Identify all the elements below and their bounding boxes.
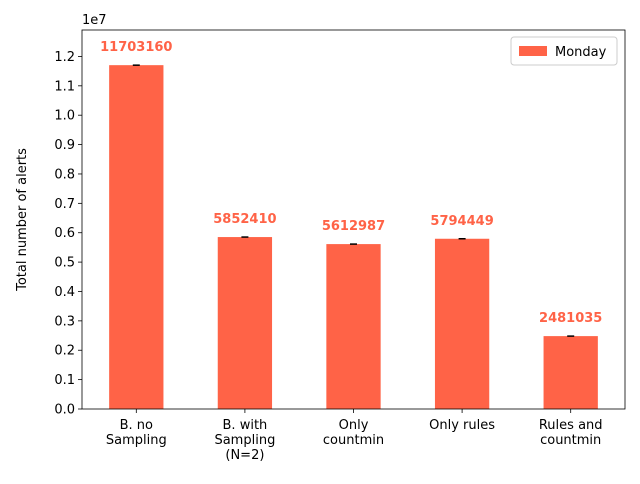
x-tick-label-2: Only countmin	[323, 418, 384, 448]
y-tick-label-4: 0.4	[54, 285, 75, 300]
bars-layer	[109, 65, 598, 410]
y-tick-label-11: 1.1	[54, 79, 75, 94]
x-tick-label-line: Sampling	[106, 433, 167, 448]
y-axis-ticks: 0.0 0.1 0.2 0.3 0.4 0.5 0.6 0.7 0.8 0.9 1.0 1.1 1.2	[54, 50, 82, 418]
x-tick-label-0: B. no Sampling	[106, 418, 167, 448]
x-tick-label-line: Rules and	[539, 418, 603, 433]
x-tick-label-line: Sampling	[214, 433, 275, 448]
y-tick-label-7: 0.7	[54, 197, 75, 212]
y-tick-label-0: 0.0	[54, 403, 75, 418]
x-tick-label-line: B. with	[223, 418, 268, 433]
data-label-0: 11703160	[100, 40, 172, 55]
legend: Monday	[510, 36, 618, 66]
x-tick-label-line: (N=2)	[225, 448, 264, 463]
data-label-2: 5612987	[322, 219, 385, 234]
x-tick-label-4: Rules and countmin	[539, 418, 603, 448]
y-tick-label-10: 1.0	[54, 109, 75, 124]
x-tick-label-line: B. no	[120, 418, 153, 433]
y-tick-label-6: 0.6	[54, 226, 75, 241]
data-label-4: 2481035	[539, 311, 602, 326]
data-label-3: 5794449	[430, 214, 493, 229]
x-tick-label-line: Only	[339, 418, 369, 433]
y-tick-label-9: 0.9	[54, 138, 75, 153]
bar-1	[217, 237, 273, 409]
legend-box	[510, 36, 618, 66]
y-tick-label-12: 1.2	[54, 50, 75, 65]
data-labels-layer: 11703160 5852410 5612987 5794449 2481035	[100, 40, 602, 326]
legend-label: Monday	[555, 45, 607, 60]
y-axis-label: Total number of alerts	[15, 148, 30, 292]
y-tick-label-8: 0.8	[54, 167, 75, 182]
x-tick-label-line: countmin	[540, 433, 601, 448]
x-tick-label-line: Only rules	[429, 418, 495, 433]
bar-4	[543, 336, 598, 409]
legend-swatch	[519, 46, 547, 56]
bar-3	[434, 238, 490, 409]
y-axis-offset-text: 1e7	[82, 13, 107, 28]
y-tick-label-3: 0.3	[54, 314, 75, 329]
error-bars-layer	[132, 64, 575, 337]
x-tick-label-3: Only rules	[429, 418, 495, 433]
bar-0	[109, 65, 164, 410]
x-tick-label-line: countmin	[323, 433, 384, 448]
y-tick-label-5: 0.5	[54, 256, 75, 271]
y-tick-label-1: 0.1	[54, 373, 75, 388]
data-label-1: 5852410	[213, 212, 276, 227]
x-tick-label-1: B. with Sampling (N=2)	[214, 418, 275, 463]
bar-2	[326, 244, 381, 409]
y-tick-label-2: 0.2	[54, 344, 75, 359]
